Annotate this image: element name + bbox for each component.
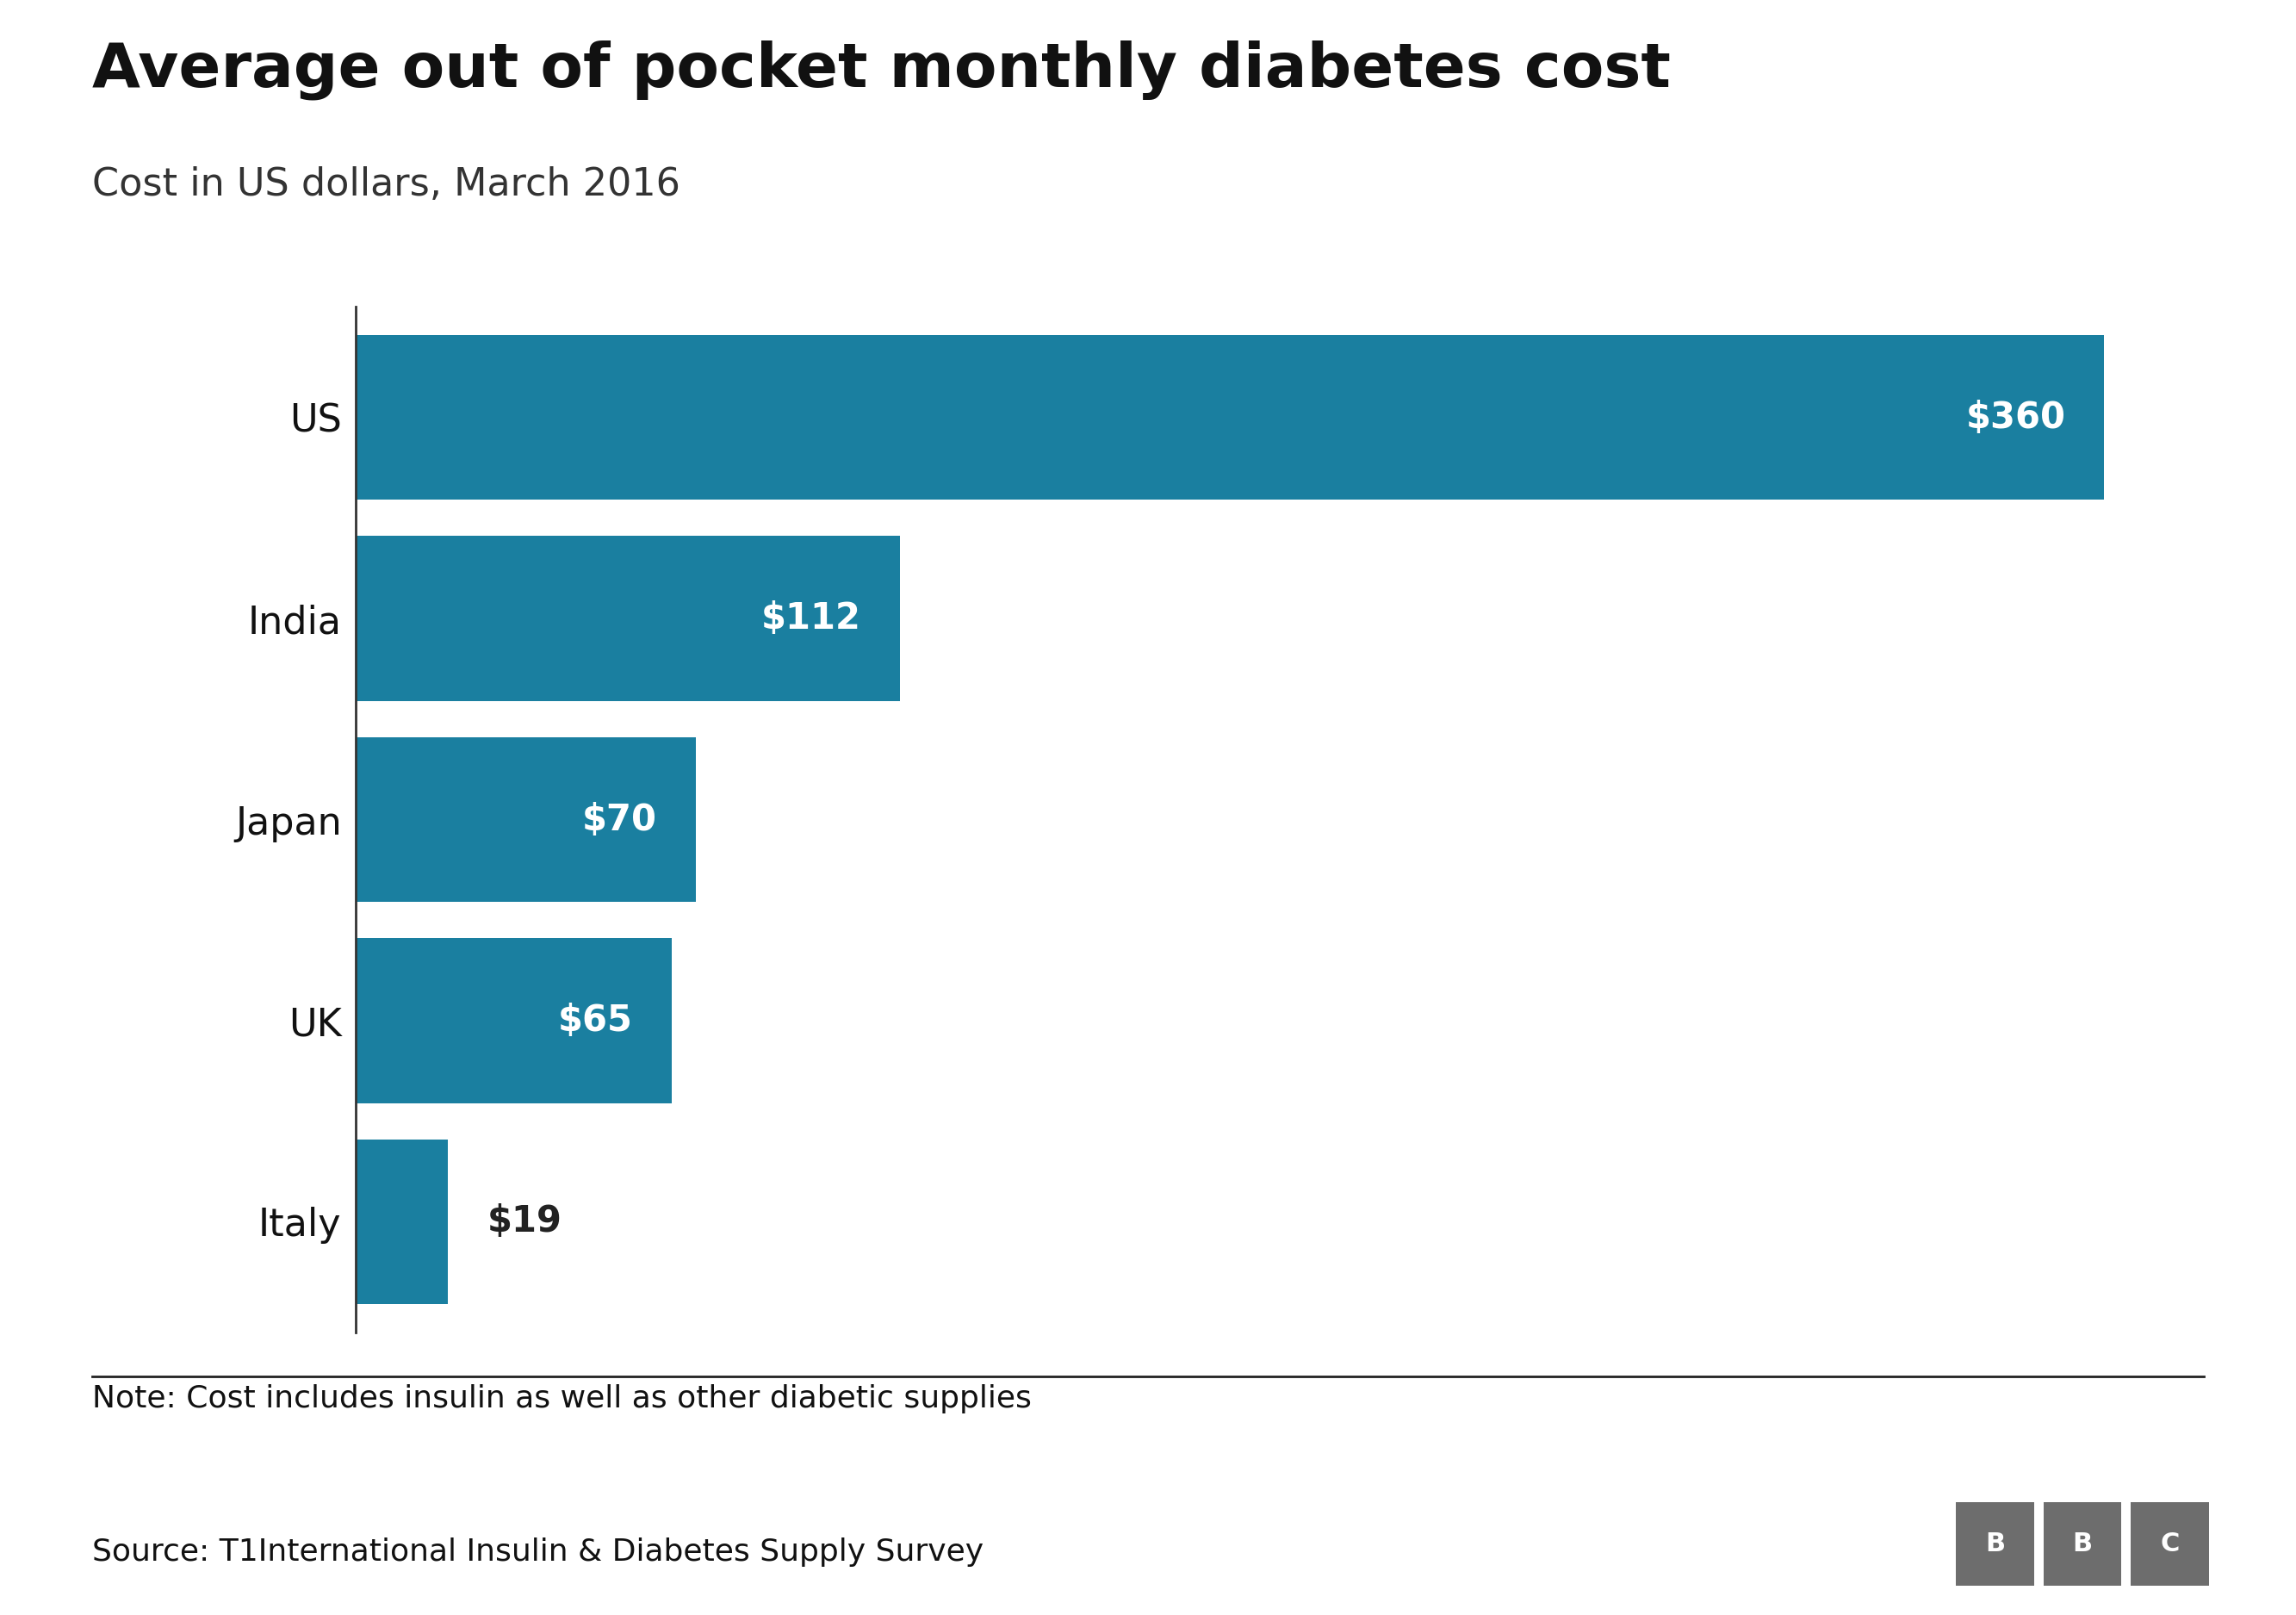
Text: Note: Cost includes insulin as well as other diabetic supplies: Note: Cost includes insulin as well as o… <box>92 1384 1031 1413</box>
Bar <box>356 1139 448 1305</box>
Bar <box>356 938 673 1103</box>
Text: $360: $360 <box>1965 399 2066 436</box>
Bar <box>356 736 696 903</box>
Text: $19: $19 <box>487 1203 563 1240</box>
Bar <box>356 536 900 701</box>
Text: $70: $70 <box>583 801 657 838</box>
Text: $65: $65 <box>558 1003 634 1038</box>
Text: B: B <box>2073 1531 2092 1557</box>
Bar <box>356 334 2105 501</box>
Text: Cost in US dollars, March 2016: Cost in US dollars, March 2016 <box>92 166 680 203</box>
Text: B: B <box>1986 1531 2004 1557</box>
Text: C: C <box>2161 1531 2179 1557</box>
Text: Source: T1International Insulin & Diabetes Supply Survey: Source: T1International Insulin & Diabet… <box>92 1537 983 1567</box>
Text: $112: $112 <box>762 601 861 636</box>
Text: Average out of pocket monthly diabetes cost: Average out of pocket monthly diabetes c… <box>92 40 1671 100</box>
